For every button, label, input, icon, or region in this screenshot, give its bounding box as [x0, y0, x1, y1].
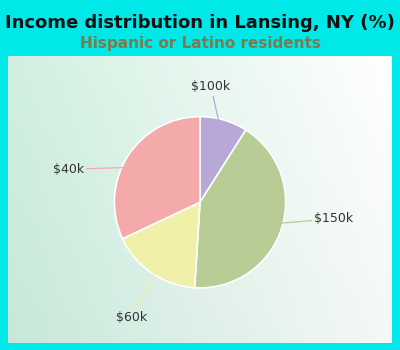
- Wedge shape: [114, 117, 200, 239]
- Text: $100k: $100k: [192, 80, 230, 131]
- Wedge shape: [122, 202, 200, 288]
- Text: $60k: $60k: [116, 261, 160, 324]
- Text: $150k: $150k: [268, 212, 354, 225]
- Wedge shape: [195, 130, 286, 288]
- Wedge shape: [200, 117, 246, 202]
- Text: Hispanic or Latino residents: Hispanic or Latino residents: [80, 36, 320, 51]
- Text: Income distribution in Lansing, NY (%): Income distribution in Lansing, NY (%): [5, 14, 395, 32]
- Text: $40k: $40k: [53, 163, 144, 176]
